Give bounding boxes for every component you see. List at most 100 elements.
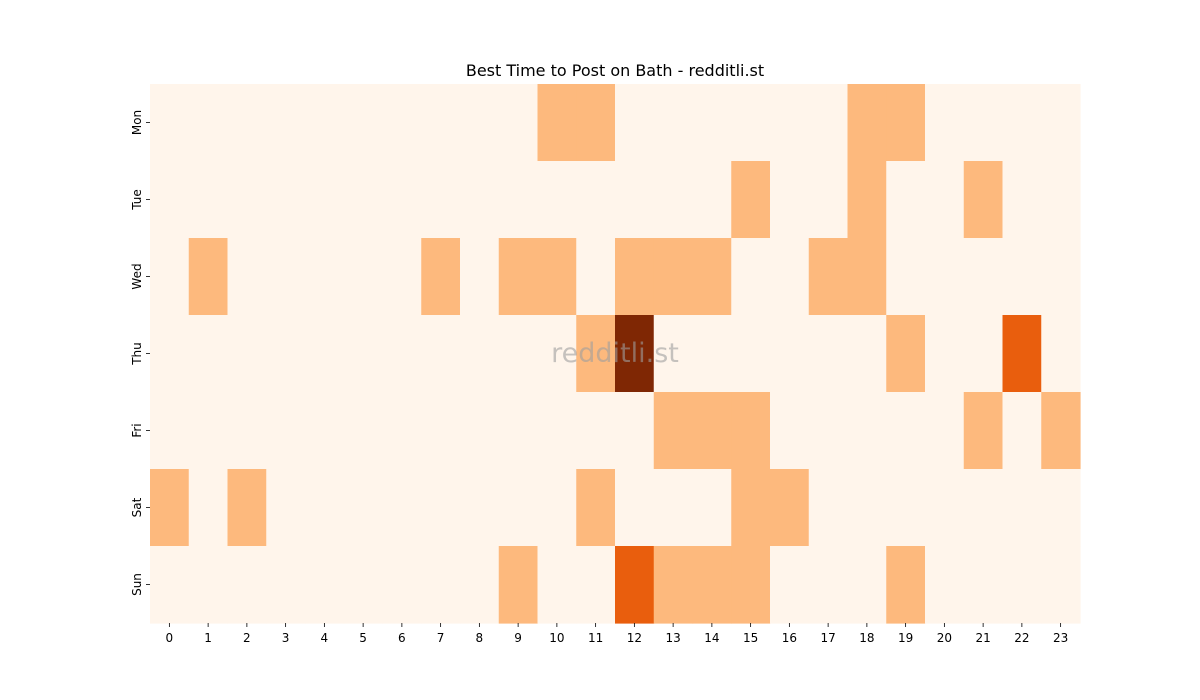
heatmap-cell-tue-12 xyxy=(615,161,655,239)
x-tick-label: 7 xyxy=(437,631,445,645)
heatmap-cell-tue-18 xyxy=(847,161,887,239)
heatmap-cell-fri-13 xyxy=(653,392,694,470)
heatmap-cell-thu-13 xyxy=(653,315,694,393)
heatmap-cell-sat-14 xyxy=(692,469,732,547)
x-tick-label: 8 xyxy=(476,631,484,645)
heatmap-cell-wed-15 xyxy=(731,238,771,316)
heatmap-cell-sat-21 xyxy=(963,469,1004,547)
heatmap-cell-sun-15 xyxy=(731,546,771,624)
heatmap-cell-mon-1 xyxy=(188,84,229,162)
heatmap-cell-wed-17 xyxy=(808,238,849,316)
heatmap-cell-mon-11 xyxy=(576,84,616,162)
heatmap-cell-sat-18 xyxy=(847,469,887,547)
heatmap-cell-fri-23 xyxy=(1041,392,1081,470)
heatmap-cell-tue-6 xyxy=(382,161,422,239)
heatmap-cell-fri-6 xyxy=(382,392,422,470)
heatmap-cell-mon-17 xyxy=(808,84,849,162)
heatmap-cell-wed-18 xyxy=(847,238,887,316)
x-tick-label: 0 xyxy=(166,631,174,645)
heatmap-cell-thu-7 xyxy=(421,315,461,393)
heatmap-cell-tue-14 xyxy=(692,161,732,239)
heatmap-cell-sun-11 xyxy=(576,546,616,624)
x-tick-label: 6 xyxy=(398,631,406,645)
heatmap-cell-tue-19 xyxy=(886,161,926,239)
heatmap-cell-fri-17 xyxy=(808,392,849,470)
heatmap-cell-sat-16 xyxy=(770,469,810,547)
heatmap-cell-wed-9 xyxy=(498,238,539,316)
heatmap-cell-mon-8 xyxy=(460,84,500,162)
y-tick-label: Mon xyxy=(130,110,144,135)
y-tick-label: Sat xyxy=(130,497,144,517)
heatmap-cell-sat-1 xyxy=(188,469,229,547)
heatmap-cell-thu-18 xyxy=(847,315,887,393)
heatmap-cell-tue-20 xyxy=(925,161,965,239)
heatmap-cell-wed-5 xyxy=(343,238,384,316)
heatmap-cell-wed-10 xyxy=(537,238,577,316)
heatmap-cell-mon-23 xyxy=(1041,84,1081,162)
heatmap-cell-sun-6 xyxy=(382,546,422,624)
heatmap-cell-tue-21 xyxy=(963,161,1004,239)
heatmap-cell-thu-0 xyxy=(150,315,190,393)
heatmap-cell-sun-20 xyxy=(925,546,965,624)
heatmap-cell-sat-9 xyxy=(498,469,539,547)
heatmap-cell-fri-2 xyxy=(227,392,267,470)
heatmap-cell-wed-23 xyxy=(1041,238,1081,316)
heatmap-cell-fri-4 xyxy=(305,392,345,470)
heatmap-cell-mon-0 xyxy=(150,84,190,162)
x-tick-label: 5 xyxy=(359,631,367,645)
heatmap-cell-fri-22 xyxy=(1002,392,1042,470)
y-axis: Mon Tue Wed Thu Fri Sat Sun xyxy=(130,110,150,596)
heatmap-cell-mon-22 xyxy=(1002,84,1042,162)
heatmap-cell-sun-22 xyxy=(1002,546,1042,624)
heatmap-cell-sat-4 xyxy=(305,469,345,547)
y-tick-label: Thu xyxy=(130,342,144,366)
x-axis: 0 1 2 3 4 5 6 7 8 9 10 11 12 13 14 15 16 17 18 19 20 21 22 23 xyxy=(166,623,1068,645)
heatmap-cell-thu-8 xyxy=(460,315,500,393)
heatmap-cell-fri-19 xyxy=(886,392,926,470)
x-tick-label: 2 xyxy=(243,631,251,645)
heatmap-cell-wed-16 xyxy=(770,238,810,316)
heatmap-cell-sat-13 xyxy=(653,469,694,547)
heatmap-cell-tue-10 xyxy=(537,161,577,239)
heatmap-cell-thu-6 xyxy=(382,315,422,393)
x-tick-label: 17 xyxy=(820,631,835,645)
heatmap-cell-wed-12 xyxy=(615,238,655,316)
heatmap-cell-tue-11 xyxy=(576,161,616,239)
heatmap-cell-fri-5 xyxy=(343,392,384,470)
heatmap-cell-sat-0 xyxy=(150,469,190,547)
heatmap-cell-fri-10 xyxy=(537,392,577,470)
heatmap-cell-thu-12 xyxy=(615,315,655,393)
x-tick-label: 23 xyxy=(1053,631,1068,645)
heatmap-cell-wed-19 xyxy=(886,238,926,316)
x-tick-label: 20 xyxy=(937,631,952,645)
y-tick-label: Sun xyxy=(130,573,144,596)
heatmap-cell-fri-21 xyxy=(963,392,1004,470)
heatmap-cell-fri-20 xyxy=(925,392,965,470)
heatmap-cell-wed-13 xyxy=(653,238,694,316)
heatmap-cell-sun-9 xyxy=(498,546,539,624)
heatmap-cell-sat-11 xyxy=(576,469,616,547)
heatmap-cell-thu-10 xyxy=(537,315,577,393)
heatmap-cell-mon-12 xyxy=(615,84,655,162)
x-tick-label: 22 xyxy=(1014,631,1029,645)
heatmap-cell-thu-4 xyxy=(305,315,345,393)
heatmap-cell-sun-2 xyxy=(227,546,267,624)
heatmap-cell-wed-1 xyxy=(188,238,229,316)
heatmap-cell-tue-22 xyxy=(1002,161,1042,239)
heatmap-cell-sun-21 xyxy=(963,546,1004,624)
heatmap-cell-thu-14 xyxy=(692,315,732,393)
heatmap-cell-mon-9 xyxy=(498,84,539,162)
x-tick-label: 18 xyxy=(859,631,874,645)
heatmap-cell-thu-20 xyxy=(925,315,965,393)
heatmap-cell-sat-6 xyxy=(382,469,422,547)
x-tick-label: 10 xyxy=(549,631,564,645)
heatmap-cell-mon-3 xyxy=(266,84,306,162)
heatmap-cell-fri-8 xyxy=(460,392,500,470)
heatmap-cell-tue-4 xyxy=(305,161,345,239)
heatmap-cell-wed-22 xyxy=(1002,238,1042,316)
heatmap-cell-sun-4 xyxy=(305,546,345,624)
heatmap-cell-mon-15 xyxy=(731,84,771,162)
heatmap-cell-mon-14 xyxy=(692,84,732,162)
heatmap-cell-sun-19 xyxy=(886,546,926,624)
y-tick-label: Tue xyxy=(130,189,144,211)
